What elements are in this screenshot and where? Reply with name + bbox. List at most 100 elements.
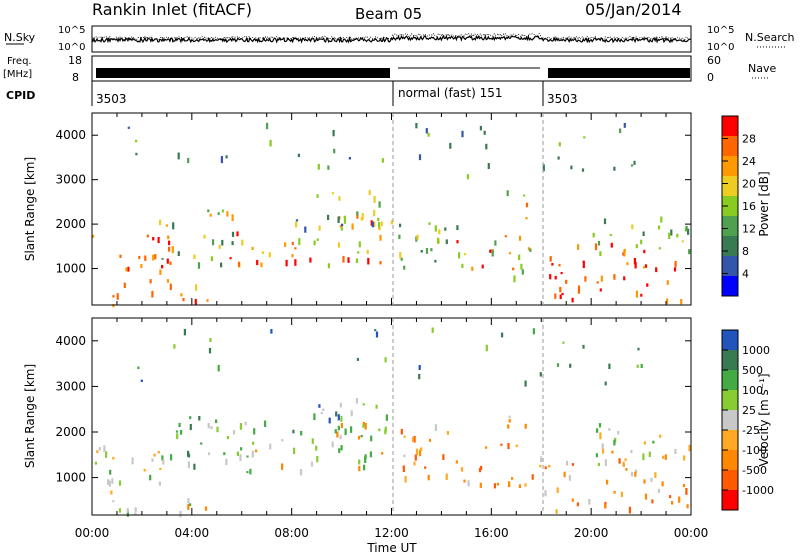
echo-cell bbox=[588, 499, 591, 505]
echo-cell bbox=[313, 413, 316, 421]
echo-cell bbox=[375, 404, 378, 409]
echo-cell bbox=[518, 254, 521, 261]
velocity-panel-frame bbox=[91, 317, 692, 516]
echo-cell bbox=[172, 222, 175, 226]
echo-cell bbox=[285, 259, 288, 267]
echo-cell bbox=[402, 465, 405, 472]
echo-cell bbox=[681, 240, 684, 243]
power-panel: 4000 3000 2000 1000 Slant Range [km] 28 24 20… bbox=[23, 112, 771, 308]
echo-cell bbox=[209, 213, 212, 217]
echo-cell bbox=[116, 293, 119, 300]
echo-cell bbox=[415, 236, 418, 242]
echo-cell bbox=[555, 509, 558, 514]
echo-cell bbox=[373, 196, 376, 203]
echo-cell bbox=[334, 429, 337, 434]
echo-cell bbox=[604, 459, 607, 466]
velocity-x-ticks bbox=[91, 318, 692, 515]
colorbar-tick-label: -500 bbox=[742, 464, 767, 477]
echo-cell bbox=[149, 279, 152, 284]
echo-cell bbox=[223, 452, 226, 456]
echo-cell bbox=[563, 471, 566, 478]
echo-cell bbox=[177, 251, 180, 256]
echo-cell bbox=[445, 473, 448, 480]
echo-cell bbox=[596, 428, 599, 433]
echo-cell bbox=[347, 257, 350, 263]
echo-cell bbox=[540, 456, 543, 463]
power-x-ticks bbox=[91, 113, 692, 305]
echo-cell bbox=[343, 216, 347, 224]
echo-cell bbox=[364, 456, 367, 463]
echo-cell bbox=[625, 468, 628, 471]
echo-cell bbox=[680, 299, 683, 305]
echo-cell bbox=[281, 463, 284, 470]
echo-cell bbox=[189, 424, 192, 431]
echo-cell bbox=[240, 447, 243, 451]
echo-cell bbox=[636, 364, 639, 368]
echo-cell bbox=[187, 504, 190, 510]
echo-cell bbox=[208, 347, 212, 354]
echo-cell bbox=[400, 257, 403, 261]
echo-cell bbox=[360, 217, 363, 221]
echo-cell bbox=[601, 448, 605, 454]
echo-cell bbox=[596, 281, 599, 284]
echo-cell bbox=[635, 290, 638, 298]
echo-cell bbox=[500, 443, 503, 446]
echo-cell bbox=[506, 190, 509, 197]
echo-cell bbox=[292, 429, 295, 434]
echo-cell bbox=[344, 428, 347, 436]
echo-cell bbox=[630, 164, 634, 167]
colorbar-band bbox=[722, 256, 738, 277]
echo-cell bbox=[413, 436, 416, 443]
echo-cell bbox=[425, 248, 429, 254]
echo-cell bbox=[686, 504, 689, 509]
echo-cell bbox=[565, 460, 569, 466]
echo-cell bbox=[152, 237, 155, 241]
freq-band-2 bbox=[548, 68, 690, 78]
echo-cell bbox=[561, 292, 564, 296]
echo-cell bbox=[356, 211, 359, 216]
power-y-ticks: 4000 3000 2000 1000 bbox=[55, 128, 691, 276]
echo-cell bbox=[246, 471, 249, 474]
echo-cell bbox=[169, 283, 172, 291]
echo-cell bbox=[370, 435, 373, 442]
echo-cell bbox=[210, 256, 213, 262]
echo-cell bbox=[604, 381, 607, 386]
echo-cell bbox=[158, 481, 161, 486]
noise-tick-bottom-right: 10^0 bbox=[707, 42, 734, 53]
echo-cell bbox=[445, 239, 448, 245]
echo-cell bbox=[611, 450, 614, 454]
echo-cell bbox=[168, 240, 171, 246]
echo-cell bbox=[442, 454, 445, 460]
echo-cell bbox=[479, 125, 482, 131]
echo-cell bbox=[609, 234, 612, 237]
echo-cell bbox=[644, 264, 648, 268]
echo-cell bbox=[487, 163, 490, 169]
echo-cell bbox=[315, 445, 318, 451]
echo-cell bbox=[400, 428, 403, 435]
velocity-colorbar-label: Velocity [m s⁻¹] bbox=[757, 373, 771, 466]
echo-cell bbox=[554, 293, 557, 299]
echo-cell bbox=[668, 232, 671, 239]
echo-cell bbox=[291, 254, 294, 258]
echo-cell bbox=[608, 428, 611, 431]
echo-cell bbox=[674, 448, 677, 454]
echo-cell bbox=[241, 239, 244, 246]
echo-cell bbox=[203, 234, 206, 239]
echo-cell bbox=[622, 463, 625, 467]
beam-title: Beam 05 bbox=[355, 5, 422, 23]
echo-cell bbox=[268, 252, 271, 258]
echo-cell bbox=[340, 415, 343, 422]
echo-cell bbox=[381, 452, 384, 455]
echo-cell bbox=[175, 430, 179, 433]
echo-cell bbox=[434, 259, 437, 263]
echo-cell bbox=[657, 488, 660, 493]
echo-cell bbox=[126, 510, 129, 517]
echo-cell bbox=[161, 264, 164, 269]
echo-cell bbox=[633, 160, 636, 165]
echo-cell bbox=[655, 267, 658, 273]
echo-cell bbox=[549, 256, 552, 262]
echo-cell bbox=[606, 479, 609, 485]
echo-cell bbox=[187, 498, 190, 504]
echo-cell bbox=[252, 441, 255, 445]
echo-cell bbox=[661, 481, 664, 487]
